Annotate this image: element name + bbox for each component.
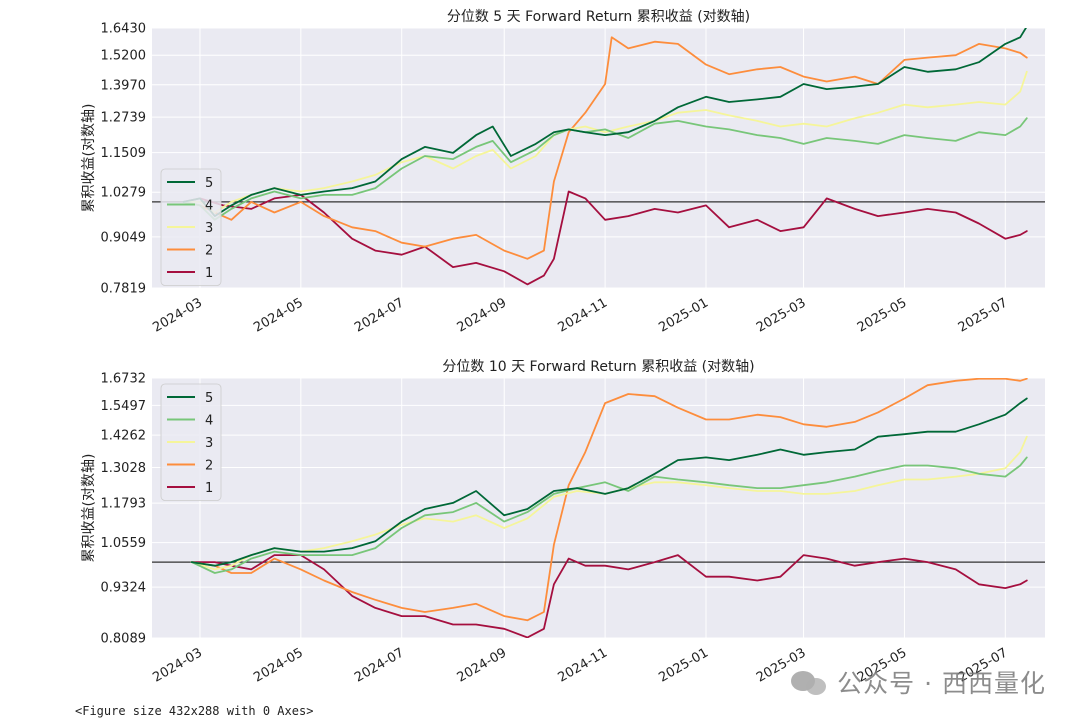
x-tick-label: 2025-05 [855, 295, 910, 335]
x-tick-label: 2025-01 [656, 295, 711, 335]
y-tick-label: 1.1509 [101, 146, 147, 161]
series-line-2 [182, 36, 1028, 260]
x-tick-label: 2024-07 [352, 295, 407, 335]
y-tick-label: 1.0559 [101, 536, 147, 551]
chart-title: 分位数 10 天 Forward Return 累积收益 (对数轴) [442, 359, 754, 375]
legend-label-4: 4 [205, 199, 213, 214]
series-line-3 [182, 70, 1028, 214]
y-tick-label: 1.3028 [101, 461, 147, 476]
chart-title: 分位数 5 天 Forward Return 累积收益 (对数轴) [447, 9, 750, 25]
x-tick-label: 2024-09 [455, 645, 510, 685]
legend-label-3: 3 [205, 221, 213, 236]
watermark-text: 公众号 · 西西量化 [837, 669, 1046, 698]
series-line-1 [190, 554, 1028, 638]
series-line-2 [190, 378, 1028, 622]
legend-label-2: 2 [205, 244, 213, 259]
x-tick-label: 2025-03 [754, 295, 809, 335]
y-tick-label: 0.9324 [101, 581, 147, 596]
x-tick-label: 2024-03 [150, 295, 205, 335]
y-tick-label: 1.6430 [101, 22, 147, 37]
y-axis-label: 累积收益(对数轴) [81, 104, 97, 213]
y-tick-label: 1.5497 [101, 399, 147, 414]
y-tick-label: 0.9049 [101, 230, 147, 245]
legend-label-4: 4 [205, 414, 213, 429]
x-tick-label: 2024-11 [556, 645, 611, 685]
watermark: 公众号 · 西西量化 [791, 664, 1046, 700]
legend-label-1: 1 [205, 481, 213, 496]
x-tick-label: 2024-11 [556, 295, 611, 335]
chart-panel-5day: 分位数 5 天 Forward Return 累积收益 (对数轴) 累积收益(对数… [81, 9, 1045, 336]
chart-panel-10day: 分位数 10 天 Forward Return 累积收益 (对数轴) 累积收益(对… [81, 359, 1045, 686]
x-tick-label: 2024-03 [150, 645, 205, 685]
y-tick-label: 0.8089 [101, 632, 147, 647]
x-tick-label: 2025-07 [956, 295, 1011, 335]
legend: 5 4 3 2 1 [160, 383, 222, 501]
x-tick-label: 2024-07 [352, 645, 407, 685]
plot-area [152, 378, 1045, 638]
x-tick-label: 2024-05 [251, 295, 306, 335]
y-axis-label: 累积收益(对数轴) [81, 454, 97, 563]
series-line-1 [182, 190, 1028, 286]
y-tick-label: 1.3970 [101, 78, 147, 93]
wechat-logo-icon [791, 667, 829, 697]
y-tick-label: 1.0279 [101, 186, 147, 201]
legend-label-3: 3 [205, 436, 213, 451]
y-tick-label: 0.7819 [101, 282, 147, 297]
legend-label-5: 5 [205, 391, 213, 406]
figure-size-output: <Figure size 432x288 with 0 Axes> [75, 704, 314, 718]
y-tick-label: 1.2739 [101, 111, 147, 126]
legend-label-1: 1 [205, 266, 213, 281]
y-tick-label: 1.4262 [101, 429, 147, 444]
plot-area [152, 28, 1045, 288]
legend-label-5: 5 [205, 176, 213, 191]
series-line-5 [190, 397, 1028, 567]
x-tick-label: 2024-05 [251, 645, 306, 685]
y-tick-label: 1.1793 [101, 497, 147, 512]
legend: 5 4 3 2 1 [160, 168, 222, 286]
series-line-4 [190, 456, 1028, 574]
x-tick-label: 2025-01 [656, 645, 711, 685]
y-tick-label: 1.6732 [101, 372, 147, 387]
legend-label-2: 2 [205, 459, 213, 474]
x-tick-label: 2024-09 [455, 295, 510, 335]
series-line-5 [182, 28, 1027, 218]
y-tick-label: 1.5200 [101, 49, 147, 64]
